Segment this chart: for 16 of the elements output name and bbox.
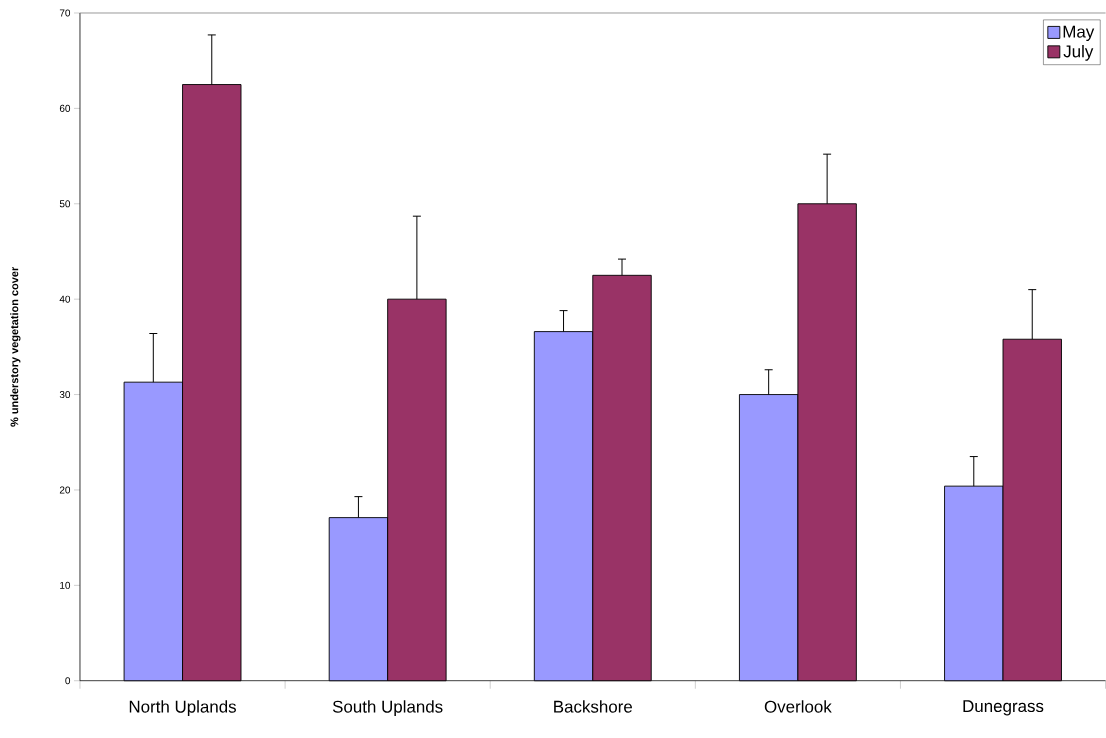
y-tick-label: 20 bbox=[59, 486, 71, 494]
legend-label: July bbox=[1063, 45, 1094, 61]
y-tick-label: 10 bbox=[60, 581, 71, 590]
y-tick-label: 70 bbox=[59, 9, 71, 17]
legend-label: May bbox=[1063, 25, 1095, 42]
x-tick-label: North Uplands bbox=[129, 700, 237, 717]
y-tick-label: 60 bbox=[59, 105, 71, 113]
x-tick-label: Backshore bbox=[554, 700, 633, 713]
y-tick-label: 0 bbox=[65, 677, 71, 685]
y-tick-label: 30 bbox=[59, 391, 71, 399]
x-tick-label: Dunegrass bbox=[963, 700, 1044, 716]
x-tick-label: South Uplands bbox=[332, 700, 443, 717]
y-tick-label: 40 bbox=[59, 295, 71, 303]
y-tick-label: 50 bbox=[59, 200, 71, 208]
x-tick-label: Overlook bbox=[764, 700, 832, 713]
y-axis-title: % understory vegetation cover bbox=[10, 267, 21, 427]
